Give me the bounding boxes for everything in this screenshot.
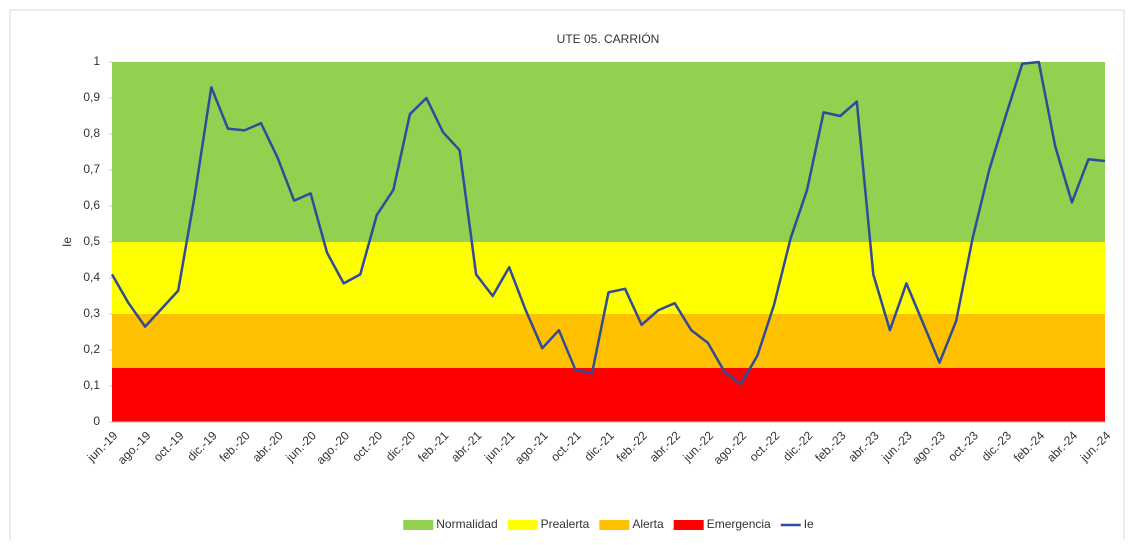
band — [112, 314, 1105, 368]
x-tick-label: jun.-24 — [1077, 428, 1114, 465]
x-tick-label: jun.-23 — [878, 428, 915, 465]
x-tick-label: dic.-21 — [581, 428, 617, 464]
x-tick-label: ago.-19 — [115, 428, 154, 467]
x-tick-label: oct.-21 — [548, 428, 584, 464]
y-tick-label: 0,9 — [83, 90, 100, 104]
y-tick-label: 0,8 — [83, 126, 100, 140]
y-axis-label: Ie — [60, 237, 74, 247]
y-tick-label: 0,1 — [83, 378, 100, 392]
y-tick-label: 0,2 — [83, 342, 100, 356]
legend-label: Prealerta — [541, 517, 590, 531]
x-tick-label: dic.-23 — [979, 428, 1015, 464]
y-tick-label: 0,7 — [83, 162, 100, 176]
x-tick-label: dic.-19 — [184, 428, 220, 464]
x-tick-label: feb.-24 — [1011, 428, 1048, 465]
x-tick-label: abr.-20 — [250, 428, 287, 465]
legend-label: Emergencia — [707, 517, 771, 531]
band — [112, 242, 1105, 314]
x-tick-label: oct.-20 — [349, 428, 385, 464]
x-tick-label: oct.-22 — [747, 428, 783, 464]
legend-swatch — [599, 520, 630, 530]
data-line — [110, 60, 1106, 386]
legend-label: Ie — [804, 517, 814, 531]
y-tick-label: 0,3 — [83, 306, 100, 320]
x-tick-label: dic.-22 — [780, 428, 816, 464]
chart-frame — [9, 9, 1125, 545]
band — [112, 62, 1105, 242]
x-tick-label: oct.-19 — [151, 428, 187, 464]
x-tick-label: dic.-20 — [383, 428, 419, 464]
y-tick-label: 0,5 — [83, 234, 100, 248]
x-tick-label: jun.-20 — [282, 428, 319, 465]
y-tick-label: 0 — [93, 414, 100, 428]
legend-swatch — [507, 520, 538, 530]
legend-label: Normalidad — [436, 517, 497, 531]
legend: Normalidad Prealerta Alerta Emergencia Ie — [403, 517, 814, 531]
x-tick-label: feb.-23 — [812, 428, 849, 465]
x-tick-label: feb.-20 — [216, 428, 253, 465]
x-tick-label: abr.-21 — [448, 428, 485, 465]
x-tick-label: oct.-23 — [945, 428, 981, 464]
x-tick-label: jun.-19 — [84, 428, 121, 465]
y-tick-label: 0,6 — [83, 198, 100, 212]
y-tick-label: 1 — [93, 54, 100, 68]
x-tick-label: feb.-21 — [415, 428, 452, 465]
chart-title: UTE 05. CARRIÓN — [557, 31, 660, 46]
band — [112, 368, 1105, 422]
y-tick-label: 0,4 — [83, 270, 100, 284]
x-tick-label: abr.-23 — [845, 428, 882, 465]
x-tick-label: ago.-20 — [313, 428, 352, 467]
x-tick-label: abr.-24 — [1044, 428, 1081, 465]
x-tick-label: ago.-23 — [909, 428, 948, 467]
x-tick-label: abr.-22 — [647, 428, 684, 465]
x-tick-label: ago.-21 — [512, 428, 551, 467]
x-tick-label: feb.-22 — [614, 428, 651, 465]
legend-swatch — [403, 520, 434, 530]
x-tick-label: jun.-21 — [481, 428, 518, 465]
legend-label: Alerta — [632, 517, 664, 531]
x-tick-label: jun.-22 — [680, 428, 717, 465]
legend-swatch — [673, 520, 704, 530]
x-tick-label: ago.-22 — [711, 428, 750, 467]
